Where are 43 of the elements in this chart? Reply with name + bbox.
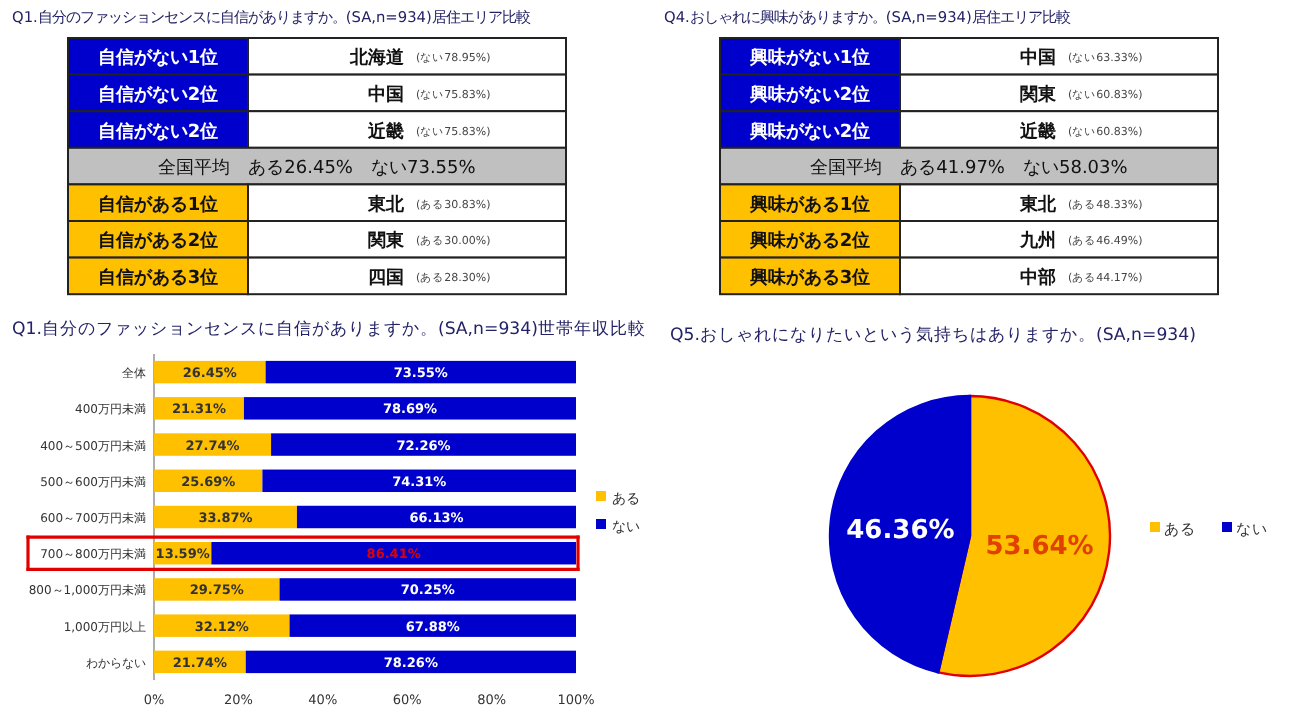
text: 興味がない2位 (747, 120, 871, 143)
bar (279, 578, 576, 601)
bar (154, 578, 280, 601)
text: 興味がない2位 (747, 83, 871, 106)
text: 近畿 (1018, 120, 1056, 143)
text: 九州 (1018, 230, 1056, 253)
text: 四国 (368, 266, 404, 289)
text: 東北 (1018, 193, 1058, 216)
bar (262, 469, 576, 493)
text: 全国平均 ある41.97% ない58.03% (810, 157, 1129, 180)
data-label: 46.36% (846, 516, 955, 547)
data-label: 53.64% (985, 531, 1094, 562)
text: 中国 (1020, 47, 1056, 70)
text: 自信がある1位 (97, 193, 219, 216)
text: 興味がない1位 (747, 47, 871, 70)
text: 近畿 (366, 120, 404, 143)
text: 自信がある2位 (97, 230, 219, 253)
text: 北海道 (348, 47, 406, 70)
bar (243, 397, 576, 420)
text: 中国 (368, 83, 404, 106)
pie-slice (828, 394, 972, 674)
text: 東北 (366, 193, 406, 216)
text: 関東 (368, 230, 406, 253)
text: 興味がある3位 (747, 266, 871, 289)
text: 自信がある3位 (97, 266, 219, 289)
bar (245, 650, 576, 674)
text: 関東 (1020, 83, 1058, 106)
bar (271, 433, 576, 456)
bar (289, 614, 576, 637)
text: 中部 (1020, 266, 1056, 289)
bar (265, 360, 576, 384)
text: 自信がない2位 (97, 83, 219, 106)
chart-title: Q5.おしゃれになりたいという気持ちはありますか。(SA,n=934) (670, 324, 1196, 346)
text: 興味がある1位 (747, 193, 871, 216)
bar (296, 505, 576, 529)
text: 自信がない1位 (97, 47, 219, 70)
text: 興味がある2位 (747, 230, 871, 253)
text: 自信がない2位 (97, 120, 219, 143)
text: 全国平均 ある26.45% ない73.55% (158, 157, 477, 180)
bar (154, 614, 290, 637)
bar (211, 541, 576, 565)
bar (154, 433, 272, 456)
chart-title: Q1.自分のファッションセンスに自信がありますか。(SA,n=934)世帯年収比較 (12, 318, 646, 340)
